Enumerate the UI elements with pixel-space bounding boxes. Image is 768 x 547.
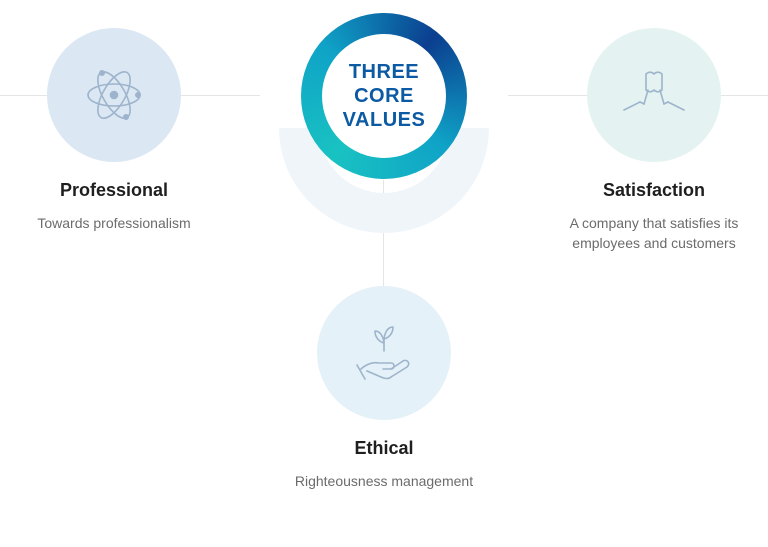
center-line3: VALUES (343, 109, 426, 131)
center-inner: THREE CORE VALUES (322, 34, 446, 158)
satisfaction-icon-circle (587, 28, 721, 162)
satisfaction-desc: A company that satisfies its employees a… (544, 213, 764, 254)
center-title: THREE CORE VALUES (343, 60, 426, 132)
ethical-desc: Righteousness management (274, 471, 494, 491)
center-ring: THREE CORE VALUES (301, 13, 467, 179)
value-professional: Professional Towards professionalism (4, 28, 224, 233)
connector-bottom (383, 180, 384, 290)
satisfaction-title: Satisfaction (544, 180, 764, 201)
professional-desc: Towards professionalism (4, 213, 224, 233)
center-line1: THREE (349, 61, 419, 83)
handshake-icon (618, 64, 690, 126)
value-satisfaction: Satisfaction A company that satisfies it… (544, 28, 764, 254)
professional-icon-circle (47, 28, 181, 162)
ethical-title: Ethical (274, 438, 494, 459)
ethical-icon-circle (317, 286, 451, 420)
atom-icon (80, 61, 148, 129)
professional-title: Professional (4, 180, 224, 201)
value-ethical: Ethical Righteousness management (274, 286, 494, 491)
hand-plant-icon (349, 321, 419, 385)
center-line2: CORE (354, 85, 414, 107)
